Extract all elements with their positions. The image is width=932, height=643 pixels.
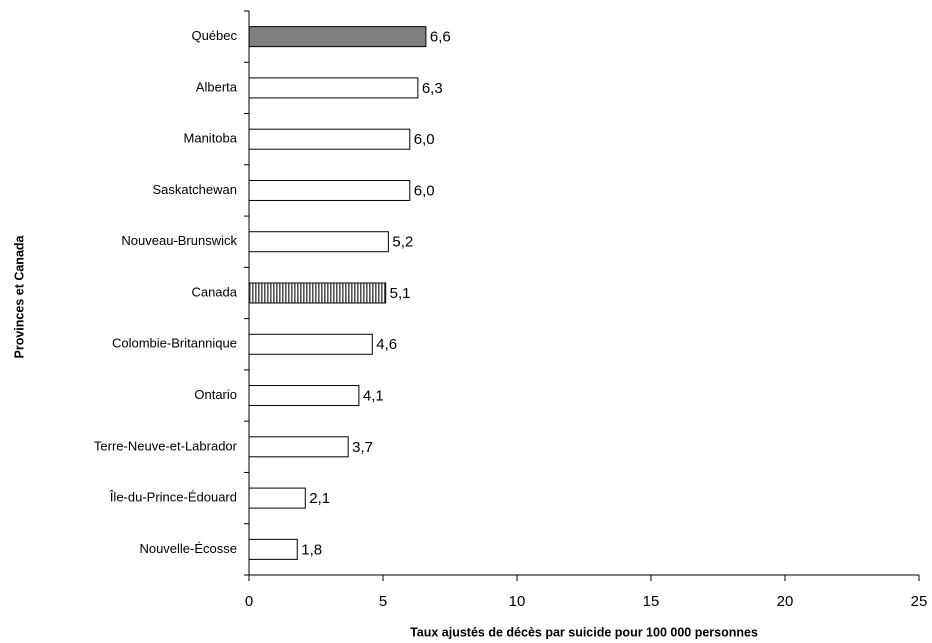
bar: [248, 26, 427, 48]
x-axis-title: Taux ajustés de décès par suicide pour 1…: [410, 625, 758, 639]
value-label: 4,6: [376, 336, 397, 353]
y-tick-label: Québec: [191, 28, 237, 43]
y-tick-label: Colombie-Britannique: [112, 336, 237, 351]
bar: [248, 538, 298, 560]
y-tick-label: Canada: [191, 284, 237, 299]
x-tick-label: 5: [379, 593, 387, 610]
value-label: 5,2: [392, 234, 413, 251]
bar: [248, 231, 389, 253]
value-label: 6,0: [414, 131, 435, 148]
value-label: 5,1: [390, 285, 411, 302]
bar: [248, 128, 411, 150]
bar: [248, 179, 411, 201]
y-axis-title: Provinces et Canada: [12, 234, 26, 358]
bar: [248, 333, 373, 355]
value-label: 6,3: [422, 80, 443, 97]
bar: [248, 282, 387, 304]
y-tick-label: Nouvelle-Écosse: [139, 541, 237, 556]
y-tick-label: Nouveau-Brunswick: [121, 233, 237, 248]
x-tick-label: 10: [509, 593, 526, 610]
y-tick-label: Île-du-Prince-Édouard: [109, 490, 237, 505]
y-tick-label: Ontario: [194, 387, 237, 402]
y-tick-label: Manitoba: [184, 131, 238, 146]
value-label: 6,6: [430, 29, 451, 46]
bar: [248, 436, 349, 458]
value-label: 1,8: [301, 541, 322, 558]
value-label: 3,7: [352, 439, 373, 456]
x-tick-label: 0: [245, 593, 253, 610]
y-tick-label: Terre-Neuve-et-Labrador: [94, 438, 238, 453]
bar: [248, 385, 360, 407]
bar: [248, 77, 419, 99]
x-tick-label: 20: [777, 593, 794, 610]
y-tick-label: Alberta: [196, 79, 238, 94]
y-tick-label: Saskatchewan: [152, 182, 237, 197]
value-label: 4,1: [363, 388, 384, 405]
value-label: 6,0: [414, 182, 435, 199]
x-tick-label: 15: [643, 593, 660, 610]
bar: [248, 487, 306, 509]
x-tick-label: 25: [911, 593, 928, 610]
value-label: 2,1: [309, 490, 330, 507]
